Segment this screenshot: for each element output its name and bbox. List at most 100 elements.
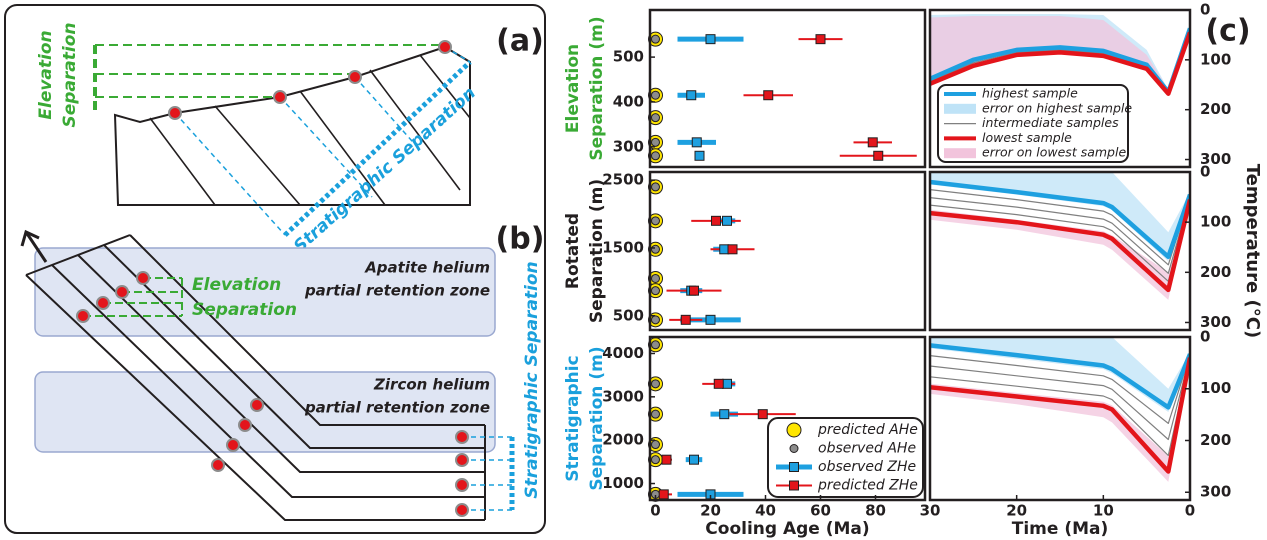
marker-square: [705, 314, 716, 325]
series-line: [930, 356, 1190, 457]
y-tick-label: 4000: [602, 344, 644, 362]
y-tick-label: 300: [1200, 150, 1231, 168]
plot-frame: [648, 170, 927, 332]
x-tick-label: 30: [920, 502, 941, 520]
legend-label: intermediate samples: [982, 115, 1119, 130]
panel-label: (b): [496, 222, 545, 257]
y-tick-label: 1500: [602, 238, 644, 256]
series-line: [930, 31, 1190, 96]
x-tick-label: 80: [865, 502, 886, 520]
marker-square: [719, 409, 730, 420]
panel-label: (c): [1205, 14, 1250, 49]
error-band: [930, 172, 1190, 262]
marker-square: [680, 314, 691, 325]
y-tick-label: 300: [613, 137, 644, 155]
legend-label: highest sample: [982, 86, 1078, 101]
y-axis-label: Rotated: [563, 213, 583, 289]
legend-marker: [789, 480, 799, 491]
marker-square: [727, 244, 738, 255]
y-tick-label: 400: [613, 92, 644, 110]
series-line: [930, 343, 1190, 410]
plot-frame: [648, 335, 927, 502]
marker-square: [867, 137, 878, 148]
marker-square: [691, 137, 702, 148]
y-axis-label: Separation (m): [587, 179, 607, 323]
marker-circle: [651, 379, 660, 389]
plot-frame: [928, 170, 1192, 332]
marker-square: [686, 90, 697, 101]
series-line: [930, 357, 1190, 474]
legend-box: [937, 84, 1129, 163]
marker-circle: [651, 34, 660, 44]
marker-circle: [651, 286, 660, 296]
zone-label: partial retention zone: [304, 282, 490, 300]
legend-swatch: [944, 148, 976, 159]
marker-circle: [651, 90, 660, 100]
marker-square: [719, 244, 730, 255]
marker-square: [689, 454, 699, 465]
y-tick-label: 300: [1200, 483, 1231, 501]
plot-background: [930, 337, 1190, 500]
legend-label: observed AHe: [818, 441, 916, 457]
marker-square: [713, 378, 724, 389]
legend-label: error on highest sample: [982, 100, 1132, 115]
zone-label: Apatite helium: [364, 259, 490, 277]
stratigraphic-guides-a: [174, 46, 472, 237]
x-axis-label: Time (Ma): [1012, 519, 1109, 539]
legend-marker: [789, 444, 799, 453]
marker-circle: [651, 340, 660, 350]
y-tick-label: 1000: [602, 474, 644, 492]
y-tick-label: 0: [1200, 1, 1210, 19]
plot-background: [650, 172, 925, 330]
legend-marker: [786, 422, 802, 438]
y-axis-label: Temperature (°C): [1242, 164, 1263, 338]
y-tick-label: 500: [613, 306, 644, 324]
marker-circle: [651, 216, 660, 226]
plot-frame: [928, 335, 1192, 502]
plot-area: [930, 14, 1190, 96]
marker-circle: [651, 409, 660, 419]
legend-box: [767, 417, 924, 498]
samples-a: [168, 40, 452, 120]
marker-circle: [651, 440, 660, 450]
error-band: [930, 197, 1190, 300]
elevation-label: Separation: [60, 22, 80, 127]
strata-b: [20, 229, 486, 521]
marker-circle: [651, 113, 660, 123]
x-tick-label: 0: [650, 502, 660, 520]
y-tick-label: 2000: [602, 431, 644, 449]
series-line: [930, 189, 1190, 266]
elevation-label: Elevation: [36, 30, 56, 119]
error-band: [930, 16, 1190, 96]
y-tick-label: 200: [1200, 431, 1231, 449]
elevation-label: Elevation: [192, 275, 281, 295]
legend-label: lowest sample: [982, 130, 1072, 145]
marker-square: [694, 150, 705, 161]
y-tick-label: 100: [1200, 213, 1231, 231]
legend-label: observed ZHe: [818, 459, 916, 475]
plot-area: [930, 172, 1190, 300]
marker-circle: [651, 455, 660, 465]
marker-circle: [651, 137, 660, 147]
y-tick-label: 300: [1200, 313, 1231, 331]
y-tick-label: 2500: [602, 171, 644, 189]
stratigraphic-label: Stratigraphic Separation: [522, 261, 542, 498]
series-line: [930, 354, 1190, 424]
y-tick-label: 0: [1200, 163, 1210, 181]
legend-label: predicted AHe: [817, 422, 918, 438]
marker-square: [722, 378, 732, 389]
y-axis-label: Elevation: [563, 44, 583, 133]
series-line: [930, 196, 1190, 274]
plot-area: [930, 337, 1190, 482]
elevation-guides-a: [93, 44, 440, 112]
marker-square: [661, 454, 672, 465]
marker-square: [705, 34, 716, 45]
samples-b: [76, 271, 469, 517]
marker-circle: [651, 315, 660, 325]
marker-circle: [651, 273, 660, 283]
marker-square: [815, 34, 826, 45]
x-tick-label: 20: [1006, 502, 1027, 520]
elevation-label: Separation: [192, 300, 297, 320]
